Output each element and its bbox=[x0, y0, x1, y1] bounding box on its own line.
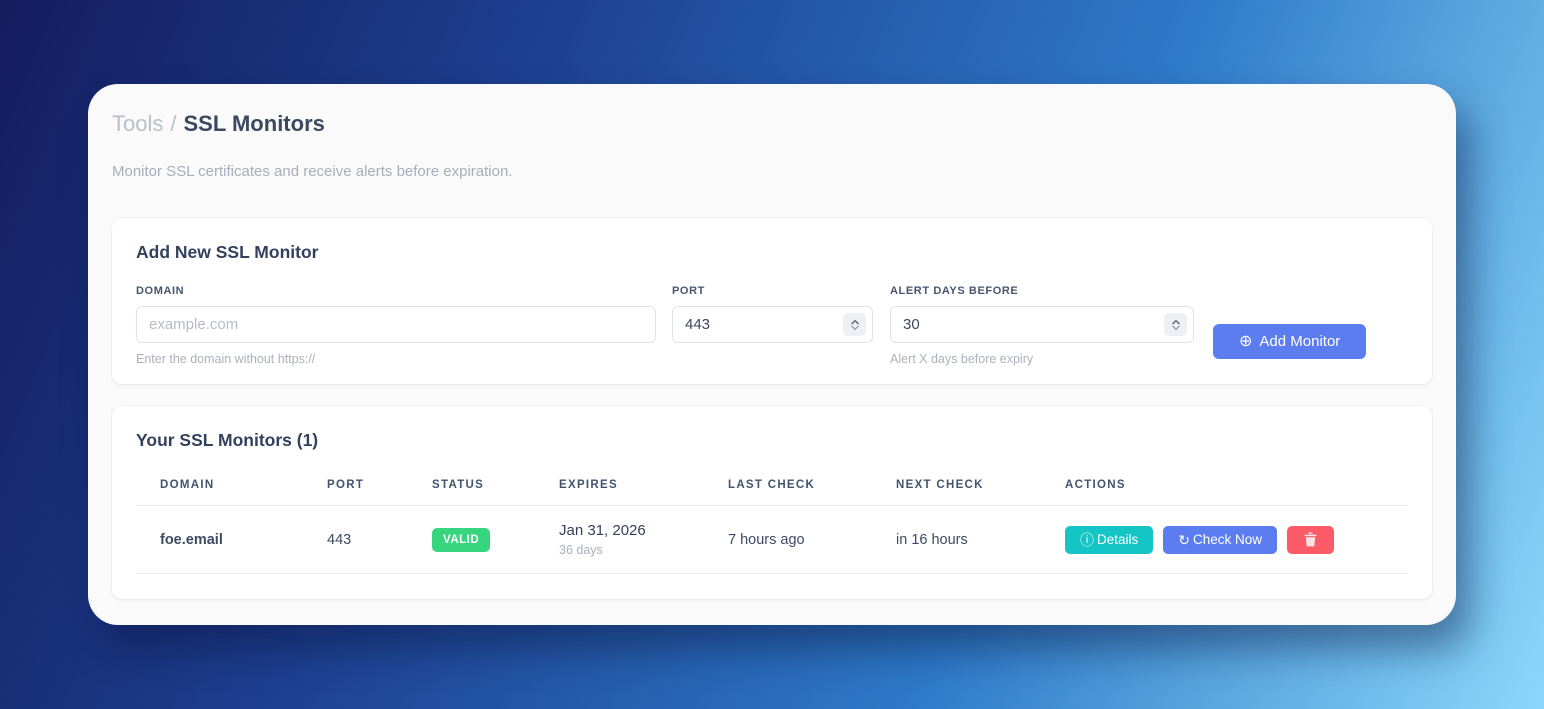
column-header-port: PORT bbox=[303, 467, 408, 506]
alert-days-field-group: ALERT DAYS BEFORE Alert X days before ex… bbox=[890, 285, 1194, 366]
actions-group: ⓘ Details ↻ Check Now bbox=[1065, 525, 1408, 554]
check-now-button-label: Check Now bbox=[1193, 532, 1263, 547]
monitor-next-check: in 16 hours bbox=[872, 505, 1041, 574]
port-stepper[interactable] bbox=[843, 313, 866, 336]
column-header-next-check: NEXT CHECK bbox=[872, 467, 1041, 506]
column-header-status: STATUS bbox=[408, 467, 535, 506]
table-row: foe.email 443 VALID Jan 31, 2026 36 days… bbox=[136, 505, 1408, 574]
domain-input-wrap bbox=[136, 306, 656, 343]
monitor-expires-cell: Jan 31, 2026 36 days bbox=[535, 505, 704, 574]
submit-group: ⊕ Add Monitor bbox=[1213, 324, 1367, 359]
column-header-actions: ACTIONS bbox=[1041, 467, 1408, 506]
check-now-button[interactable]: ↻ Check Now bbox=[1163, 525, 1278, 554]
column-header-expires: EXPIRES bbox=[535, 467, 704, 506]
expires-days-remaining: 36 days bbox=[559, 543, 603, 557]
alert-days-stepper[interactable] bbox=[1164, 313, 1187, 336]
breadcrumb: Tools / SSL Monitors bbox=[112, 110, 1432, 137]
breadcrumb-separator: / bbox=[170, 111, 177, 136]
add-monitor-panel: Add New SSL Monitor DOMAIN Enter the dom… bbox=[112, 218, 1432, 384]
page-title: SSL Monitors bbox=[183, 111, 325, 136]
monitor-port: 443 bbox=[303, 505, 408, 574]
monitor-last-check: 7 hours ago bbox=[704, 505, 872, 574]
monitor-status-cell: VALID bbox=[408, 505, 535, 574]
domain-help-text: Enter the domain without https:// bbox=[136, 352, 316, 366]
circle-plus-icon: ⊕ bbox=[1239, 332, 1253, 350]
port-field-group: PORT bbox=[672, 285, 873, 366]
trash-icon bbox=[1304, 532, 1317, 547]
status-badge: VALID bbox=[432, 527, 491, 552]
delete-button[interactable] bbox=[1287, 525, 1335, 554]
domain-label: DOMAIN bbox=[136, 285, 185, 297]
monitors-table-body: foe.email 443 VALID Jan 31, 2026 36 days… bbox=[136, 505, 1408, 574]
alert-days-help-text: Alert X days before expiry bbox=[890, 352, 1034, 366]
alert-days-input-wrap bbox=[890, 306, 1194, 343]
monitors-panel-title: Your SSL Monitors (1) bbox=[136, 430, 319, 450]
add-monitor-form: DOMAIN Enter the domain without https://… bbox=[136, 285, 1408, 366]
port-input-wrap bbox=[672, 306, 873, 343]
refresh-icon: ↻ bbox=[1178, 531, 1190, 548]
column-header-domain: DOMAIN bbox=[136, 467, 303, 506]
main-card: Tools / SSL Monitors Monitor SSL certifica… bbox=[88, 84, 1456, 625]
monitor-actions-cell: ⓘ Details ↻ Check Now bbox=[1041, 505, 1408, 574]
chevron-up-down-icon bbox=[850, 319, 859, 330]
add-monitor-button[interactable]: ⊕ Add Monitor bbox=[1213, 324, 1367, 359]
domain-field-group: DOMAIN Enter the domain without https:// bbox=[136, 285, 656, 366]
page-subtitle: Monitor SSL certificates and receive ale… bbox=[112, 163, 513, 180]
info-circle-icon: ⓘ bbox=[1080, 531, 1094, 548]
domain-input[interactable] bbox=[136, 306, 656, 343]
breadcrumb-section[interactable]: Tools bbox=[112, 111, 164, 136]
port-input[interactable] bbox=[672, 306, 873, 343]
alert-days-input[interactable] bbox=[890, 306, 1194, 343]
column-header-last-check: LAST CHECK bbox=[704, 467, 872, 506]
details-button[interactable]: ⓘ Details bbox=[1065, 525, 1154, 554]
monitor-domain: foe.email bbox=[136, 505, 303, 574]
add-monitor-button-label: Add Monitor bbox=[1259, 333, 1341, 350]
expires-date: Jan 31, 2026 bbox=[559, 522, 646, 539]
port-label: PORT bbox=[672, 285, 705, 297]
details-button-label: Details bbox=[1097, 532, 1139, 547]
add-panel-title: Add New SSL Monitor bbox=[136, 242, 319, 262]
monitors-table: DOMAIN PORT STATUS EXPIRES LAST CHECK NE… bbox=[136, 467, 1408, 574]
monitors-table-head: DOMAIN PORT STATUS EXPIRES LAST CHECK NE… bbox=[136, 467, 1408, 506]
monitors-header-row: DOMAIN PORT STATUS EXPIRES LAST CHECK NE… bbox=[136, 467, 1408, 506]
alert-days-label: ALERT DAYS BEFORE bbox=[890, 285, 1019, 297]
chevron-up-down-icon bbox=[1171, 319, 1180, 330]
monitors-panel: Your SSL Monitors (1) DOMAIN PORT STATUS… bbox=[112, 406, 1432, 599]
